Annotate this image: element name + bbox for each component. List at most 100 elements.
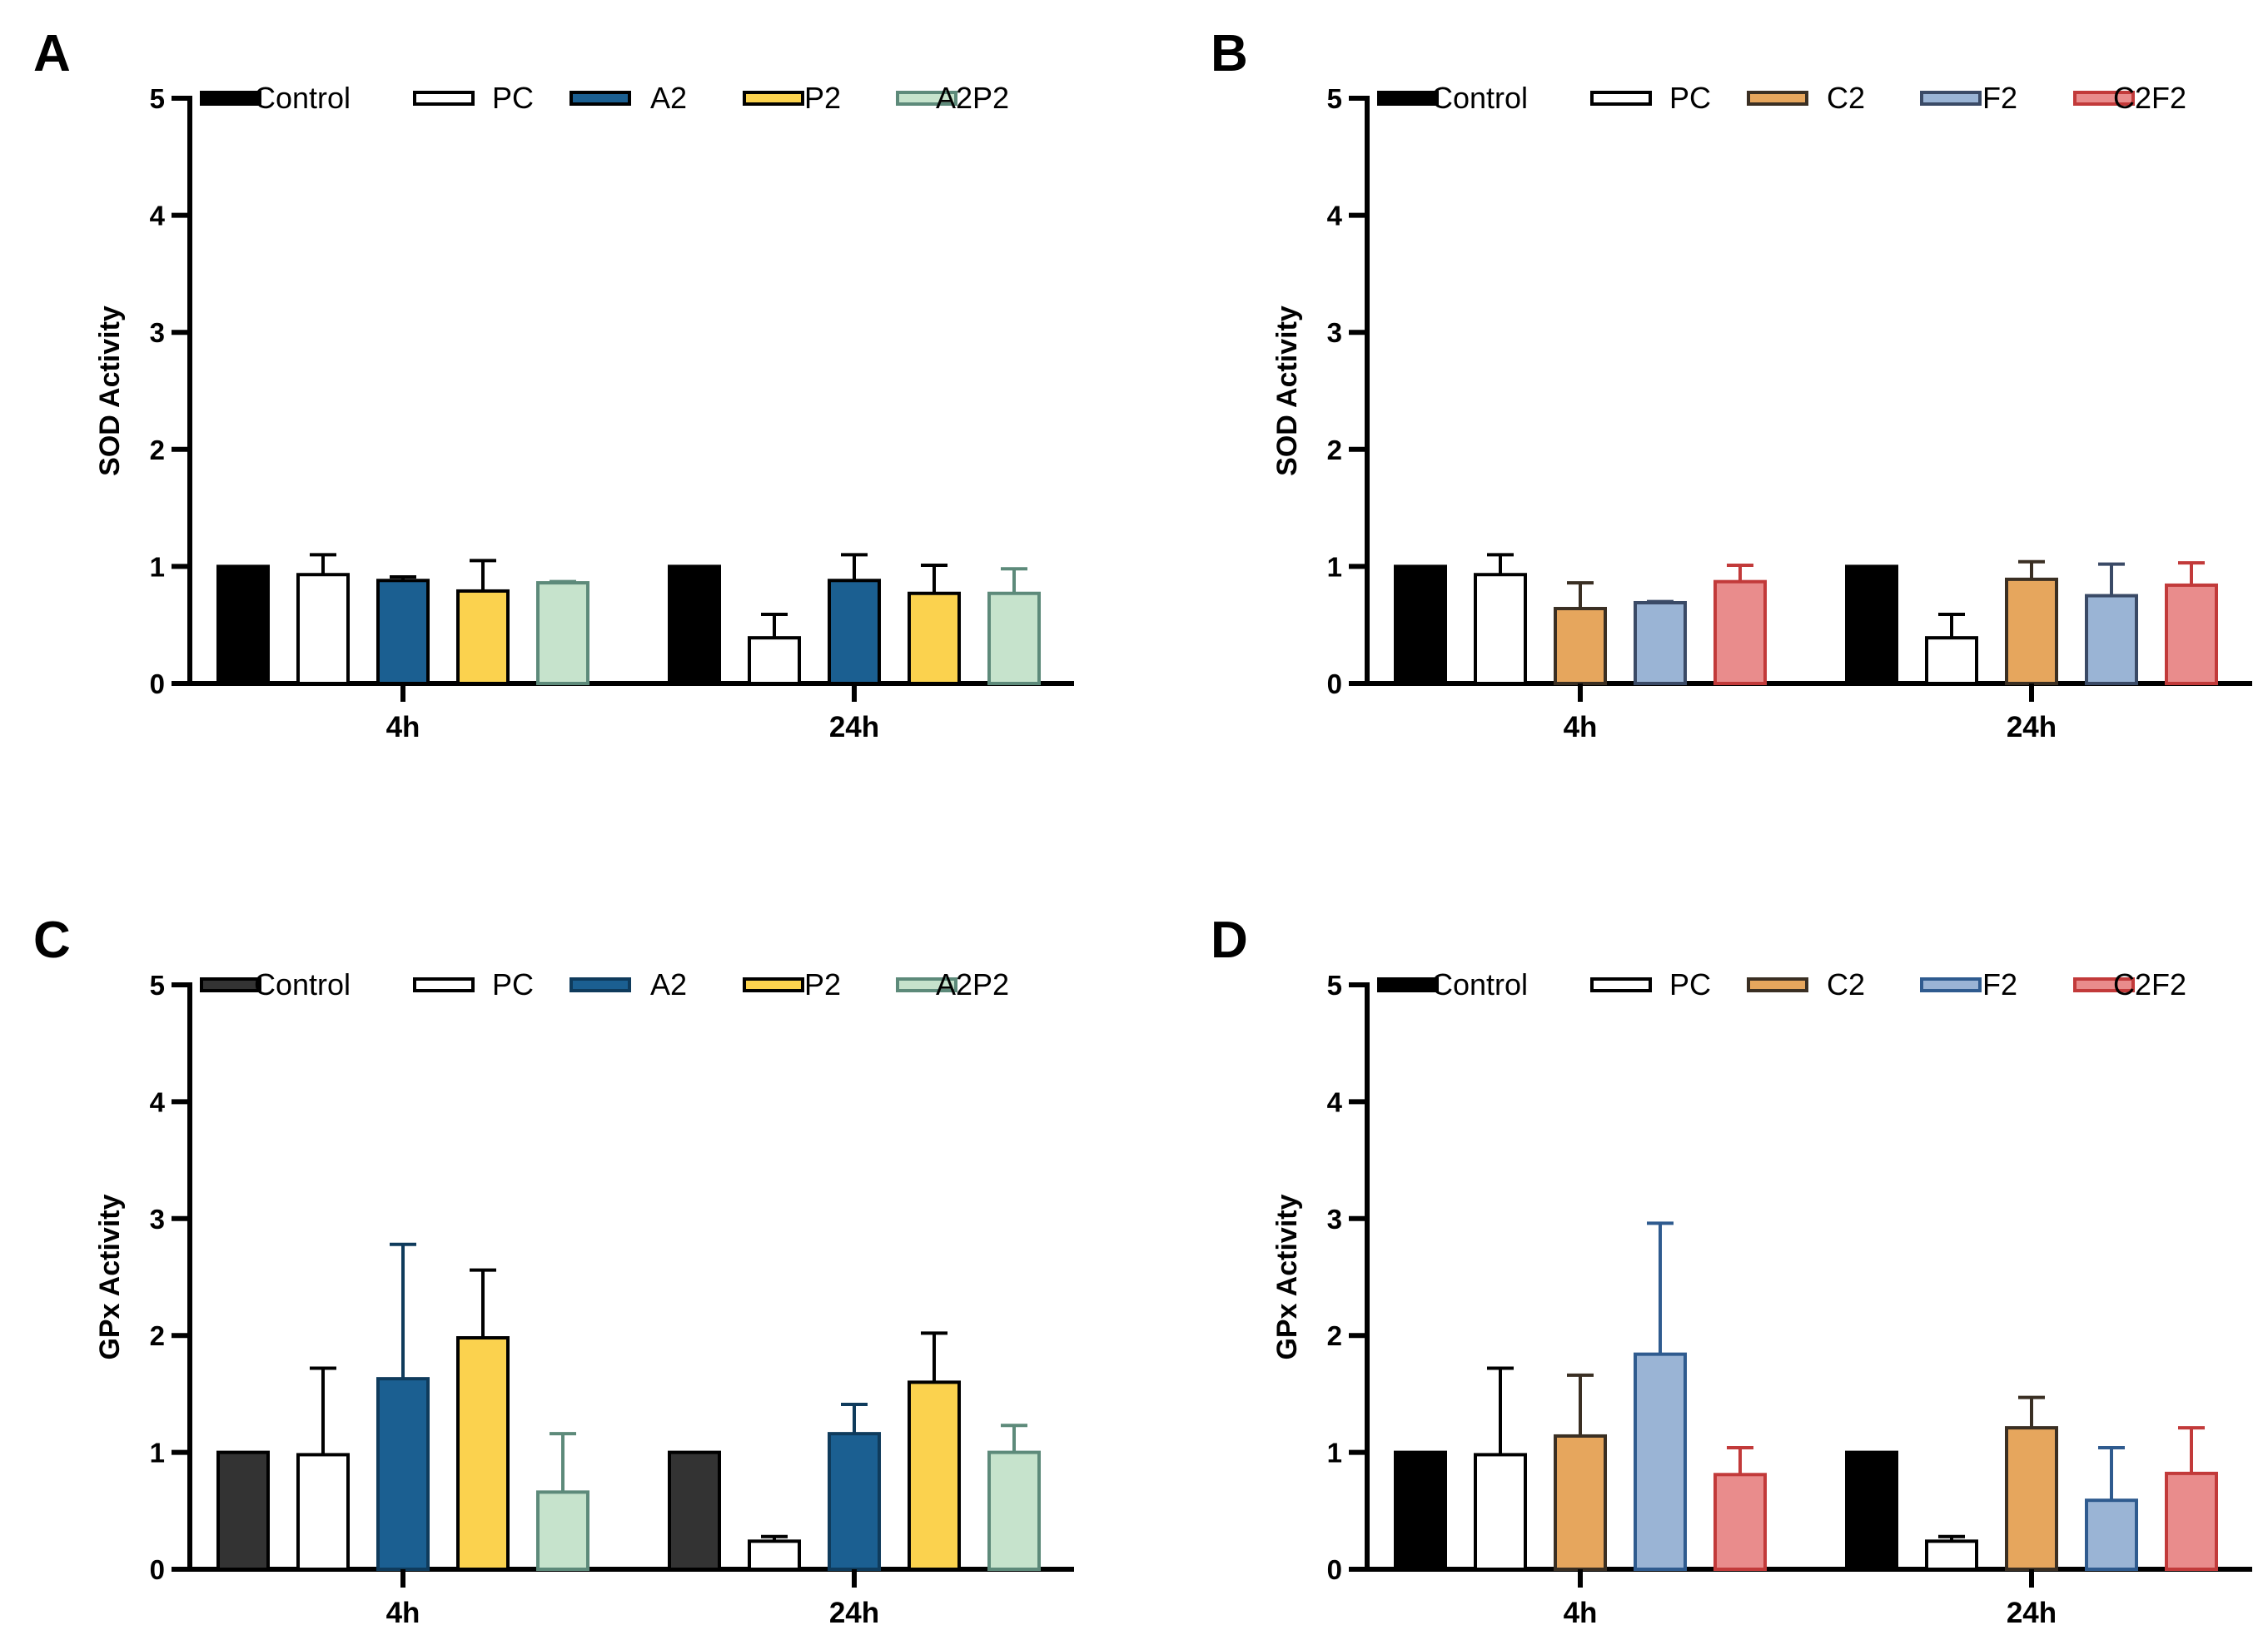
legend-label: Control <box>254 81 351 115</box>
bar-c2-4h <box>1554 1434 1607 1571</box>
x-tick-label: 24h <box>2007 1597 2057 1629</box>
legend-label: A2 <box>650 967 687 1001</box>
bar-pc-4h <box>296 1453 350 1571</box>
legend-swatch <box>896 977 957 992</box>
bar-a2p2-24h <box>987 1450 1041 1571</box>
legend-label: P2 <box>804 81 841 115</box>
legend-swatch <box>413 91 475 106</box>
legend-swatch <box>1590 91 1652 106</box>
bar-a2p2-4h <box>536 581 589 685</box>
legend-swatch <box>413 977 475 992</box>
y-axis-title: GPx Activity <box>1271 1194 1303 1359</box>
y-tick-label: 4 <box>150 201 166 231</box>
legend-swatch <box>2073 977 2135 992</box>
legend-label: F2 <box>1982 967 2017 1001</box>
y-tick-label: 1 <box>150 1438 165 1469</box>
legend-label: PC <box>1669 967 1711 1001</box>
bar-pc-4h <box>1474 1453 1527 1571</box>
bar-f2-24h <box>2085 594 2138 685</box>
x-tick-label: 24h <box>2007 711 2057 743</box>
bar-p2-24h <box>908 591 961 685</box>
legend-swatch <box>1377 977 1439 992</box>
legend-label: C2 <box>1827 81 1865 115</box>
bar-pc-24h <box>1925 1539 1978 1571</box>
y-tick-label: 5 <box>1327 970 1342 1001</box>
y-tick-label: 0 <box>1327 1554 1342 1585</box>
legend-swatch <box>1920 91 1982 106</box>
bar-control-4h <box>1394 1450 1447 1571</box>
bar-p2-4h <box>456 589 510 686</box>
bar-a2p2-24h <box>987 591 1041 685</box>
bar-pc-24h <box>1925 636 1978 686</box>
bar-a2-4h <box>376 579 430 685</box>
y-axis-title: GPx Activity <box>94 1194 126 1359</box>
legend-swatch <box>569 91 631 106</box>
legend-swatch <box>1747 91 1808 106</box>
bar-a2-24h <box>828 1432 881 1571</box>
x-tick-label: 24h <box>829 711 879 743</box>
y-tick-label: 2 <box>150 1320 165 1351</box>
y-tick-label: 1 <box>1327 551 1342 582</box>
legend-swatch <box>200 91 261 106</box>
y-tick-label: 3 <box>150 1204 165 1235</box>
bar-control-24h <box>668 564 721 686</box>
y-tick-label: 1 <box>150 551 165 582</box>
legend-label: P2 <box>804 967 841 1001</box>
bar-a2-24h <box>828 579 881 685</box>
bar-c2f2-24h <box>2165 1471 2218 1571</box>
y-tick-label: 2 <box>150 435 165 465</box>
legend-swatch <box>1747 977 1808 992</box>
bar-f2-4h <box>1634 1352 1687 1571</box>
legend-label: C2 <box>1827 967 1865 1001</box>
legend-swatch <box>569 977 631 992</box>
bar-control-4h <box>1394 564 1447 686</box>
legend-label: PC <box>492 967 534 1001</box>
legend-swatch <box>743 977 804 992</box>
legend-label: A2 <box>650 81 687 115</box>
panel-letter: B <box>1211 25 1248 82</box>
legend-swatch <box>1920 977 1982 992</box>
bar-control-4h <box>216 1450 270 1571</box>
y-tick-label: 5 <box>1327 83 1342 114</box>
legend-label: A2P2 <box>936 967 1009 1001</box>
y-tick-label: 2 <box>1327 1320 1342 1351</box>
y-axis-title: SOD Activity <box>94 306 126 476</box>
bar-pc-24h <box>748 1539 801 1571</box>
bar-f2-4h <box>1634 600 1687 686</box>
legend-swatch <box>1377 91 1439 106</box>
x-tick-label: 4h <box>386 1597 420 1629</box>
y-tick-label: 5 <box>150 970 165 1001</box>
bar-c2f2-24h <box>2165 583 2218 685</box>
legend-label: Control <box>1431 967 1528 1001</box>
x-tick-label: 4h <box>1564 711 1598 743</box>
legend-swatch <box>2073 91 2135 106</box>
y-tick-label: 0 <box>150 1554 165 1585</box>
y-tick-label: 4 <box>150 1086 166 1117</box>
legend-label: PC <box>1669 81 1711 115</box>
y-tick-label: 3 <box>1327 317 1342 348</box>
y-tick-label: 0 <box>150 668 165 699</box>
x-tick-label: 4h <box>386 711 420 743</box>
bar-p2-24h <box>908 1380 961 1571</box>
bar-control-24h <box>1845 1450 1898 1571</box>
panel-letter: D <box>1211 912 1248 969</box>
y-tick-label: 0 <box>1327 668 1342 699</box>
bar-pc-4h <box>296 573 350 685</box>
y-tick-label: 3 <box>150 317 165 348</box>
legend-label: Control <box>1431 81 1528 115</box>
legend-label: F2 <box>1982 81 2017 115</box>
bar-control-4h <box>216 564 270 686</box>
y-tick-label: 4 <box>1327 201 1343 231</box>
bar-pc-24h <box>748 636 801 686</box>
y-axis-title: SOD Activity <box>1271 306 1303 476</box>
legend-swatch <box>743 91 804 106</box>
x-tick-label: 4h <box>1564 1597 1598 1629</box>
legend-label: C2F2 <box>2113 81 2186 115</box>
bar-c2-24h <box>2005 1426 2058 1571</box>
bar-pc-4h <box>1474 573 1527 685</box>
y-tick-label: 2 <box>1327 435 1342 465</box>
